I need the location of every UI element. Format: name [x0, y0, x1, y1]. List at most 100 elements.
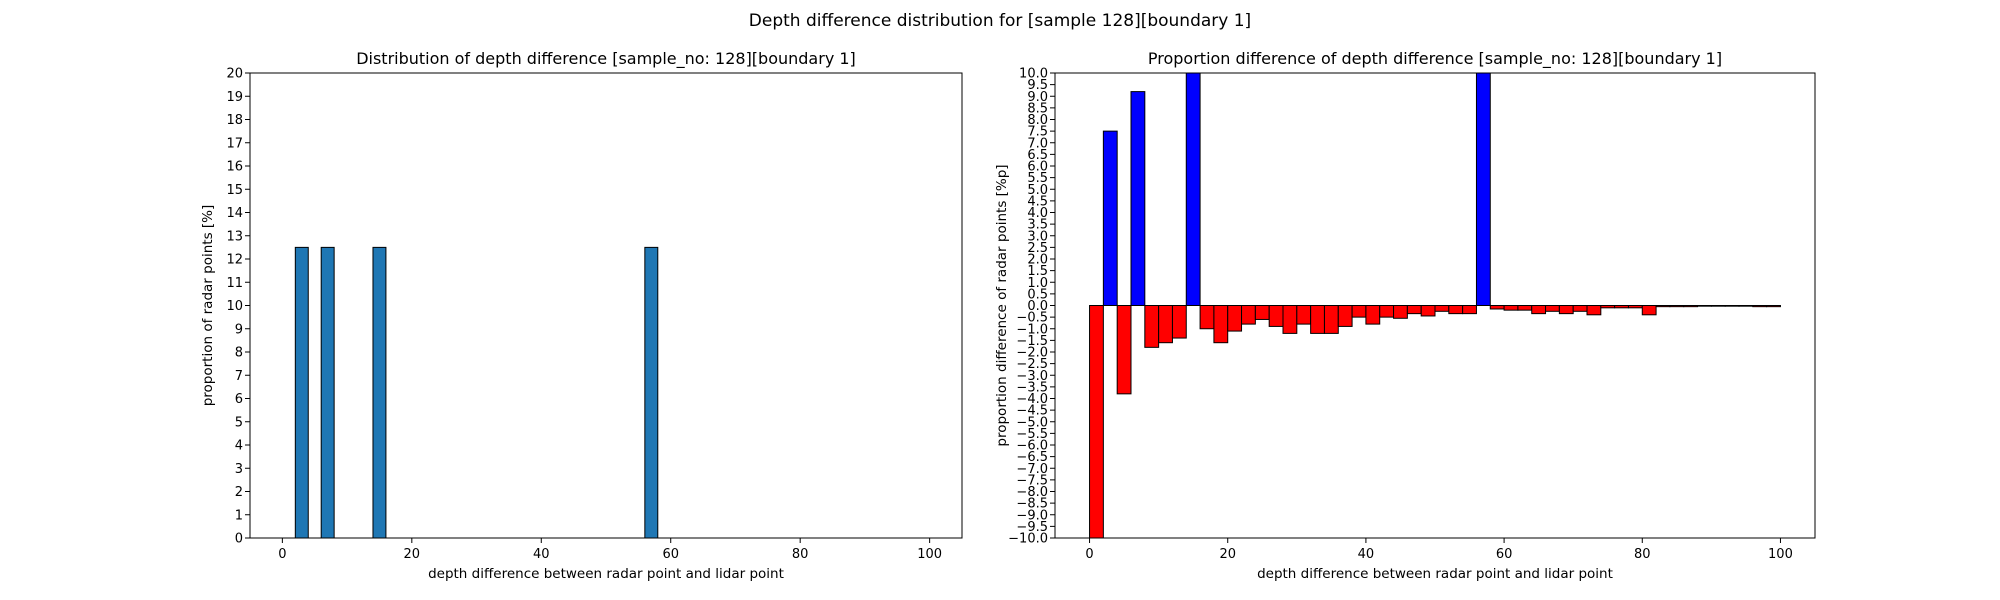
bar [1752, 305, 1768, 308]
y-tick-label: 9 [235, 322, 243, 337]
y-tick-label: 4 [235, 439, 243, 454]
y-axis-label: proportion of radar points [%] [200, 205, 216, 407]
y-tick-label: −4.5 [1016, 404, 1048, 419]
y-tick-label: −2.0 [1016, 346, 1048, 361]
y-tick-label: −0.5 [1016, 311, 1048, 326]
bar [1545, 305, 1560, 312]
x-tick-label: 20 [1219, 547, 1236, 562]
y-tick-label: 16 [226, 160, 243, 175]
x-tick-label: 100 [917, 547, 942, 562]
y-tick-label: −3.0 [1016, 369, 1048, 384]
bar [1420, 305, 1436, 317]
x-axis-label: depth difference between radar point and… [428, 566, 784, 582]
bar [1669, 305, 1685, 308]
bar [1393, 305, 1408, 319]
bar [1586, 305, 1602, 316]
bar [1475, 72, 1491, 306]
bar [1199, 305, 1215, 330]
bar [1655, 305, 1671, 308]
bar [1766, 305, 1781, 308]
y-tick-label: 15 [226, 183, 243, 198]
bar [1724, 305, 1740, 307]
bar [1089, 305, 1104, 539]
x-tick-label: 80 [792, 547, 809, 562]
y-tick-label: 6 [235, 392, 243, 407]
x-tick-label: 60 [1496, 547, 1513, 562]
bar [1144, 305, 1160, 348]
figure-title: Depth difference distribution for [sampl… [749, 11, 1251, 31]
bar [1558, 305, 1574, 315]
y-tick-label: 20 [226, 67, 243, 82]
bar [644, 246, 659, 539]
bar [1697, 305, 1712, 307]
bar [1213, 305, 1229, 344]
y-tick-label: 8.0 [1027, 113, 1048, 128]
bar [1627, 305, 1643, 309]
chart-proportion-difference: 0 20 40 60 80 100 −10.0−9.5−9.0−8.5−8.0−7.5−7.… [994, 49, 1816, 582]
y-tick-label: −8.5 [1016, 497, 1048, 512]
y-tick-label: −5.5 [1016, 427, 1048, 442]
y-tick-label: 6.0 [1027, 160, 1048, 175]
bar [1448, 305, 1464, 315]
y-tick-label: −10.0 [1008, 532, 1048, 547]
chart-title: Proportion difference of depth differenc… [1148, 49, 1722, 69]
y-tick-label: −6.0 [1016, 439, 1048, 454]
bar [1489, 305, 1505, 310]
bar [1531, 305, 1547, 315]
y-axis-label: proportion difference of radar points [%… [994, 164, 1010, 446]
y-tick-label: −1.0 [1016, 322, 1048, 337]
y-tick-label: 11 [226, 276, 243, 291]
y-tick-label: 6.5 [1027, 148, 1048, 163]
x-tick-label: 0 [1085, 547, 1093, 562]
y-tick-label: −4.0 [1016, 392, 1048, 407]
x-tick-label: 100 [1768, 547, 1793, 562]
y-tick-label: 0 [235, 532, 243, 547]
y-tick-label: 3 [235, 462, 243, 477]
y-tick-label: 8 [235, 346, 243, 361]
bar [1738, 305, 1754, 307]
bar [1614, 305, 1629, 309]
y-tick-label: 12 [226, 253, 243, 268]
x-tick-label: 40 [533, 547, 550, 562]
y-tick-label: 3.0 [1027, 229, 1048, 244]
y-tick-label: 1 [235, 508, 243, 523]
y-tick-label: 8.5 [1027, 101, 1048, 116]
bar [1379, 305, 1395, 318]
x-tick-label: 60 [662, 547, 679, 562]
y-tick-label: 5 [235, 415, 243, 430]
y-tick-label: 1.5 [1027, 264, 1048, 279]
bar [1102, 130, 1118, 306]
y-tick-label: −9.0 [1016, 508, 1048, 523]
y-tick-label: −7.5 [1016, 473, 1048, 488]
bar [1683, 305, 1699, 308]
y-tick-label: 17 [226, 136, 243, 151]
bar [1310, 305, 1325, 334]
x-tick-label: 80 [1634, 547, 1651, 562]
y-tick-label: −6.5 [1016, 450, 1048, 465]
y-tick-label: 7 [235, 369, 243, 384]
bar [1462, 305, 1477, 315]
y-tick-label: 7.0 [1027, 136, 1048, 151]
bar [320, 246, 335, 539]
bar [1116, 305, 1132, 395]
bar [1710, 305, 1726, 307]
chart-title: Distribution of depth difference [sample… [356, 49, 856, 69]
y-tick-label: 1.0 [1027, 276, 1048, 291]
bar [1600, 305, 1616, 309]
y-tick-label: 18 [226, 113, 243, 128]
bar [1296, 305, 1312, 325]
bar [1406, 305, 1422, 315]
bar [1282, 305, 1298, 334]
bar [1241, 305, 1256, 325]
x-tick-label: 0 [278, 547, 286, 562]
bar [1517, 305, 1533, 311]
bar [1337, 305, 1353, 327]
y-tick-label: 2.5 [1027, 241, 1048, 256]
bar [1158, 305, 1173, 344]
bar [1171, 305, 1187, 339]
y-tick-label: 10 [226, 299, 243, 314]
y-tick-label: −7.0 [1016, 462, 1048, 477]
y-tick-label: −5.0 [1016, 415, 1048, 430]
y-tick-label: 14 [226, 206, 243, 221]
